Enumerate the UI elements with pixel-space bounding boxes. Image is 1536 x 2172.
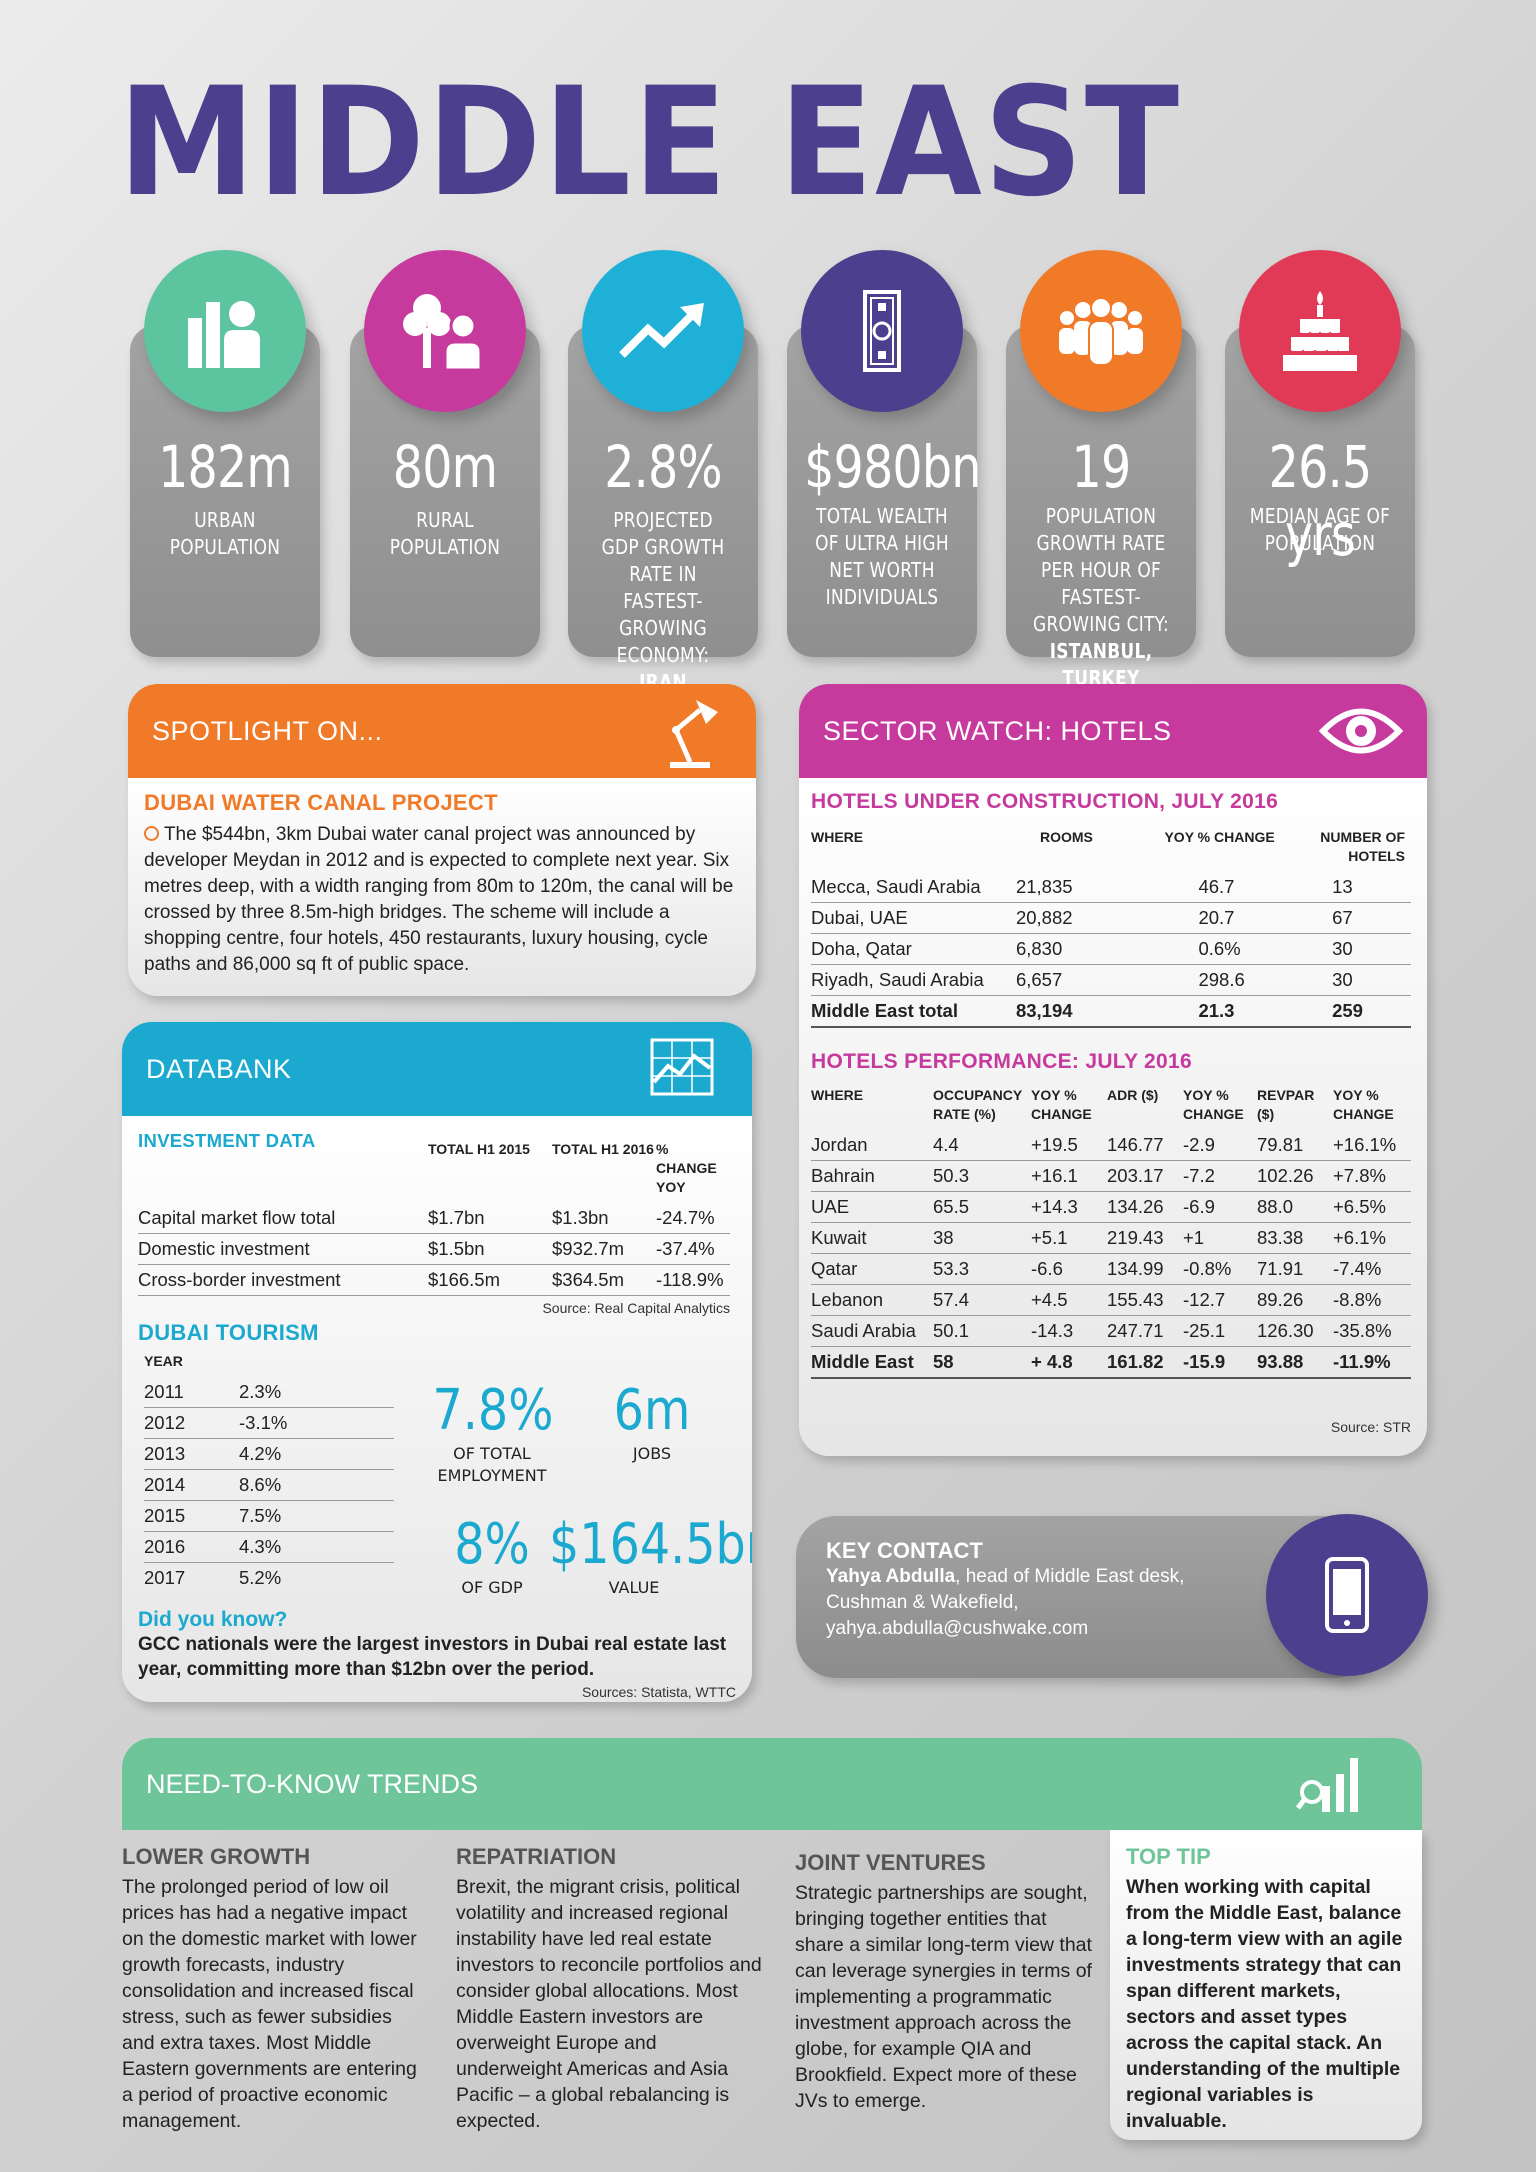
table-row: Doha, Qatar 6,830 0.6% 30: [811, 933, 1411, 965]
urban-population-icon: [144, 250, 306, 412]
table-row: 2015 7.5%: [144, 1500, 394, 1532]
table-row: Capital market flow total $1.7bn $1.3bn …: [138, 1203, 730, 1234]
stat-value: 26.5 yrs: [1268, 433, 1372, 569]
bar-chart-magnifier-icon: [1296, 1752, 1366, 1819]
table-row: Kuwait 38 +5.1 219.43 +1 83.38 +6.1%: [811, 1222, 1411, 1254]
trends-header-bar: NEED-TO-KNOW TRENDS: [122, 1738, 1422, 1830]
col-header: TOTAL H1 2015: [428, 1141, 530, 1157]
table-row: Riyadh, Saudi Arabia 6,657 298.6 30: [811, 964, 1411, 996]
stat-label: TOTAL WEALTH OF ULTRA HIGH NET WORTH IND…: [815, 504, 949, 609]
banknote-icon: [801, 250, 963, 412]
contact-title: KEY CONTACT: [826, 1538, 983, 1563]
stat-label: PROJECTED GDP GROWTH RATE IN FASTEST-GRO…: [601, 508, 725, 667]
table-row: Cross-border investment $166.5m $364.5m …: [138, 1264, 730, 1296]
did-you-know-title: Did you know?: [138, 1608, 288, 1631]
hotels-header: SECTOR WATCH: HOTELS: [823, 715, 1172, 746]
tourism-gdp-stat: 8% OF GDP: [454, 1512, 530, 1597]
top-tip-panel: TOP TIP When working with capital from t…: [1110, 1830, 1422, 2140]
contact-company: Cushman & Wakefield,: [826, 1592, 1019, 1613]
desk-lamp-icon: [656, 694, 726, 777]
performance-title: HOTELS PERFORMANCE: JULY 2016: [811, 1050, 1192, 1073]
databank-header: DATABANK: [146, 1053, 292, 1084]
contact-role: , head of Middle East desk,: [955, 1566, 1185, 1587]
col-header: % CHANGE YOY: [656, 1141, 717, 1195]
table-row: 2012 -3.1%: [144, 1407, 394, 1439]
stat-value: $980bn: [804, 433, 981, 501]
table-total-row: Middle East total 83,194 21.3 259: [811, 995, 1411, 1028]
spotlight-subtitle: DUBAI WATER CANAL PROJECT: [144, 790, 498, 815]
rural-population-icon: [364, 250, 526, 412]
table-row: 2017 5.2%: [144, 1567, 282, 1588]
spotlight-text: The $544bn, 3km Dubai water canal projec…: [144, 824, 734, 975]
table-row: Bahrain 50.3 +16.1 203.17 -7.2 102.26 +7.8%: [811, 1160, 1411, 1192]
trends-header: NEED-TO-KNOW TRENDS: [146, 1768, 479, 1799]
table-row: Lebanon 57.4 +4.5 155.43 -12.7 89.26 -8.8%: [811, 1284, 1411, 1316]
stat-label: POPULATION GROWTH RATE PER HOUR OF FASTE…: [1033, 504, 1169, 636]
top-tip-title: TOP TIP: [1126, 1844, 1211, 1869]
tourism-employment-stat: 7.8% OF TOTAL EMPLOYMENT: [432, 1378, 554, 1485]
tourism-jobs-stat: 6m JOBS: [613, 1378, 691, 1463]
investment-source: Source: Real Capital Analytics: [542, 1300, 730, 1316]
did-you-know-text: GCC nationals were the largest investors…: [138, 1634, 727, 1680]
tourism-value-stat: $164.5bn VALUE: [549, 1512, 752, 1597]
databank-panel: DATABANK INVESTMENT DATA TOTAL H1 2015 T…: [122, 1022, 752, 1702]
cake-icon: [1239, 250, 1401, 412]
table-row: 2011 2.3%: [144, 1377, 394, 1408]
performance-table: WHERE OCCUPANCY RATE (%) YOY % CHANGE AD…: [811, 1082, 1411, 1379]
stat-label: URBAN POPULATION: [169, 508, 281, 559]
databank-source: Sources: Statista, WTTC: [581, 1684, 736, 1700]
eye-icon: [1318, 702, 1404, 767]
table-row: Mecca, Saudi Arabia 21,835 46.7 13: [811, 872, 1411, 903]
hotels-source: Source: STR: [1330, 1419, 1411, 1435]
table-row: Domestic investment $1.5bn $932.7m -37.4…: [138, 1233, 730, 1265]
table-row: UAE 65.5 +14.3 134.26 -6.9 88.0 +6.5%: [811, 1191, 1411, 1223]
contact-email[interactable]: yahya.abdulla@cushwake.com: [826, 1618, 1089, 1639]
table-row: Dubai, UAE 20,882 20.7 67: [811, 902, 1411, 934]
hotels-panel: SECTOR WATCH: HOTELS HOTELS UNDER CONSTR…: [799, 684, 1427, 1456]
tourism-title: DUBAI TOURISM: [138, 1320, 319, 1345]
smartphone-icon: [1266, 1514, 1428, 1676]
tourism-table: YEAR 2011 2.3% 2012 -3.1% 2013 4.2% 2014 8.6…: [144, 1348, 394, 1593]
stat-value: 2.8%: [604, 433, 722, 501]
table-row: 2013 4.2%: [144, 1438, 394, 1470]
table-row: 2016 4.3%: [144, 1531, 394, 1563]
trend-repatriation: REPATRIATION Brexit, the migrant crisis,…: [456, 1844, 762, 2132]
trend-joint-ventures: JOINT VENTURES Strategic partnerships ar…: [795, 1850, 1092, 2112]
stat-label: MEDIAN AGE OF POPULATION: [1249, 504, 1391, 555]
col-header: TOTAL H1 2016: [552, 1141, 654, 1157]
bullet-circle-icon: [144, 826, 159, 841]
table-row: 2014 8.6%: [144, 1469, 394, 1501]
table-row: Qatar 53.3 -6.6 134.99 -0.8% 71.91 -7.4%: [811, 1253, 1411, 1285]
construction-title: HOTELS UNDER CONSTRUCTION, JULY 2016: [811, 790, 1279, 813]
crowd-icon: [1020, 250, 1182, 412]
investment-table: INVESTMENT DATA TOTAL H1 2015 TOTAL H1 2…: [138, 1126, 730, 1296]
spotlight-header: SPOTLIGHT ON...: [152, 715, 383, 746]
line-chart-icon: [650, 1038, 714, 1103]
page-title: MIDDLE EAST: [118, 56, 1181, 230]
growth-chart-icon: [582, 250, 744, 412]
contact-name: Yahya Abdulla: [826, 1566, 956, 1587]
stat-value: 19: [1071, 433, 1132, 501]
investment-title: INVESTMENT DATA: [138, 1130, 316, 1151]
stat-value: 80m: [392, 433, 498, 501]
spotlight-panel: SPOTLIGHT ON... DUBAI WATER CANAL PROJEC…: [128, 684, 756, 996]
stat-value: 182m: [158, 433, 293, 501]
table-row: Saudi Arabia 50.1 -14.3 247.71 -25.1 126.30 -3…: [811, 1315, 1411, 1347]
stat-label: RURAL POPULATION: [389, 508, 501, 559]
table-total-row: Middle East 58 + 4.8 161.82 -15.9 93.88 -11.9%: [811, 1346, 1411, 1379]
table-row: Jordan 4.4 +19.5 146.77 -2.9 79.81 +16.1%: [811, 1130, 1411, 1161]
trend-lower-growth: LOWER GROWTH The prolonged period of low…: [122, 1844, 417, 2132]
top-tip-text: When working with capital from the Middl…: [1126, 1876, 1403, 2132]
construction-table: WHERE ROOMS YOY % CHANGE NUMBER OF HOTEL…: [811, 824, 1411, 1028]
